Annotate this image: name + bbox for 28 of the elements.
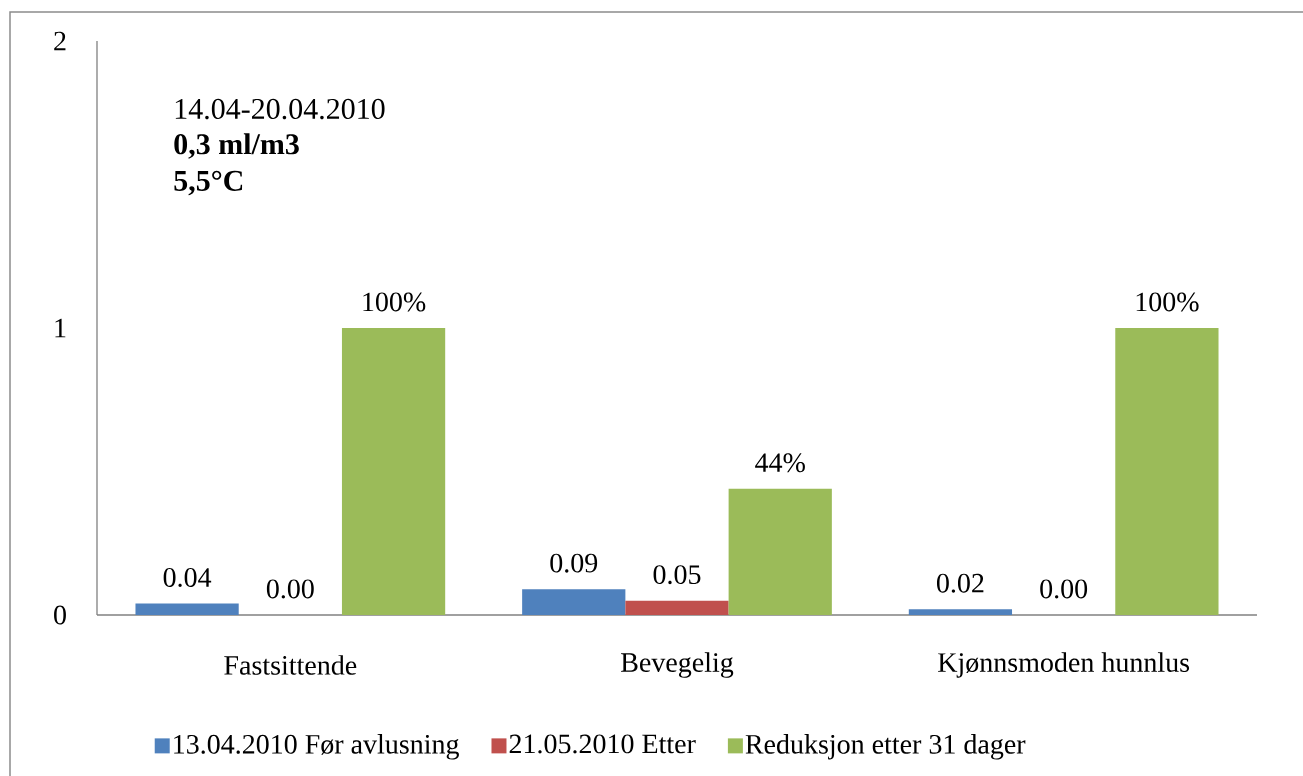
bar bbox=[908, 609, 1013, 615]
annotation: 14.04-20.04.2010 bbox=[175, 98, 385, 120]
x-tick-label: Bevegelig bbox=[621, 652, 734, 678]
data-label: 44% bbox=[755, 453, 805, 473]
y-tick-label: 2 bbox=[54, 31, 66, 51]
annotation: 5,5°C bbox=[174, 170, 243, 196]
legend-label: 21.05.2010 Etter bbox=[509, 734, 696, 754]
y-tick-label: 1 bbox=[55, 318, 66, 338]
legend-label: Reduksjon etter 31 dager bbox=[745, 734, 1026, 760]
data-label: 0.00 bbox=[1040, 579, 1088, 599]
x-tick-label: Kjønnsmoden hunnlus bbox=[938, 652, 1190, 678]
legend-label: 13.04.2010 Før avlusning bbox=[174, 734, 459, 760]
bar bbox=[522, 589, 626, 615]
data-label: 0.04 bbox=[163, 568, 212, 588]
data-label: 0.02 bbox=[936, 573, 984, 593]
bar bbox=[341, 328, 446, 615]
bar bbox=[1115, 328, 1219, 615]
annotation: 0,3 ml/m3 bbox=[174, 133, 299, 159]
bar bbox=[135, 603, 239, 615]
bar bbox=[728, 488, 832, 615]
data-label: 100% bbox=[1136, 292, 1199, 312]
data-label: 0.05 bbox=[653, 565, 701, 585]
data-label: 0.09 bbox=[550, 553, 598, 573]
y-tick-label: 0 bbox=[54, 605, 66, 625]
x-tick-label: Fastsittende bbox=[224, 655, 357, 675]
data-label: 100% bbox=[363, 292, 426, 312]
data-label: 0.00 bbox=[266, 579, 314, 599]
bar bbox=[625, 600, 729, 615]
